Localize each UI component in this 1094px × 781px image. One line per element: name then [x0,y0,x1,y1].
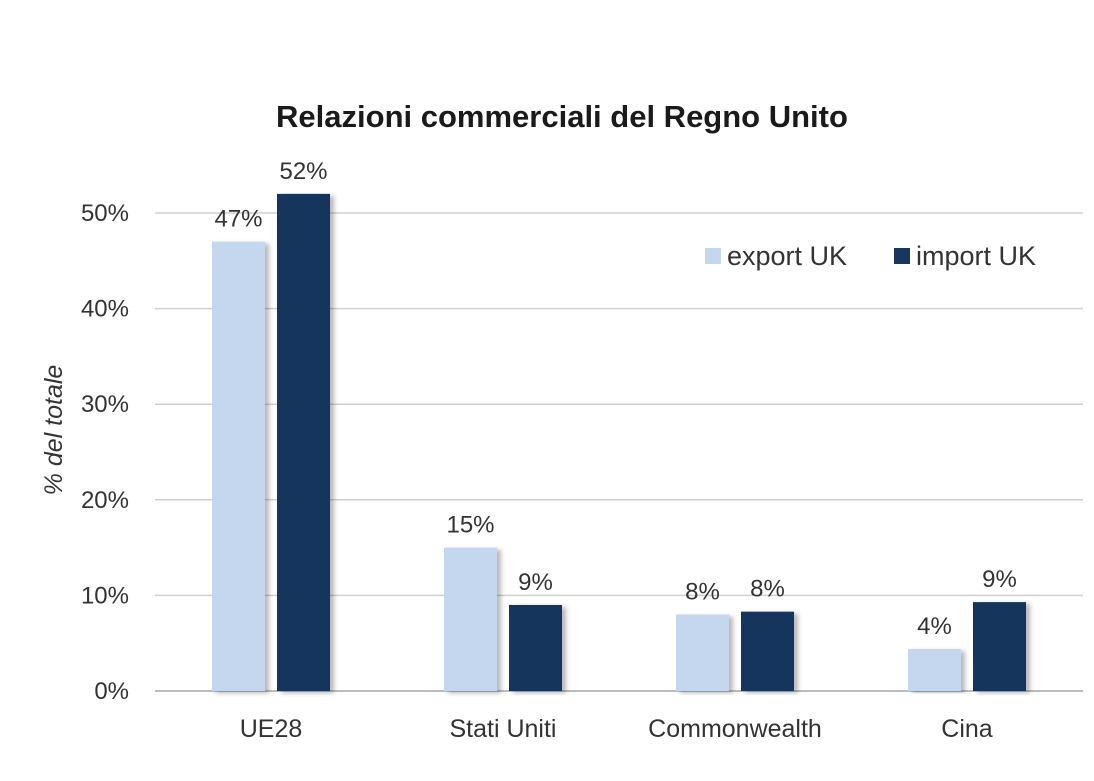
bar-import-uk [741,611,794,691]
data-label: 52% [279,158,327,185]
category-label: Stati Uniti [450,715,557,743]
bar-import-uk [509,604,562,691]
category-label: Cina [941,715,993,743]
chart-title: Relazioni commerciali del Regno Unito [276,99,848,134]
y-tick-label: 40% [81,296,129,323]
bar-import-uk [277,193,330,691]
bar-export-uk [676,614,729,691]
bars [212,193,1026,691]
y-tick-label: 30% [81,391,129,418]
y-tick-label: 50% [81,200,129,227]
data-label: 47% [214,206,262,233]
y-tick-label: 0% [94,678,129,705]
y-tick-label: 10% [81,582,129,609]
bar-import-uk [973,602,1026,691]
legend-swatch [705,248,721,264]
bar-export-uk [444,547,497,691]
data-label: 8% [685,579,720,606]
legend-entry: export UK [727,241,847,271]
data-label: 15% [446,512,494,539]
bar-export-uk [212,241,265,691]
data-label: 8% [750,576,785,603]
category-label: UE28 [240,715,303,743]
data-label: 4% [917,613,952,640]
legend-entry: import UK [916,241,1036,271]
legend-swatch [894,248,910,264]
category-labels: UE28 Stati Uniti Commonwealth Cina [240,715,993,743]
legend: export UK import UK [705,241,1036,271]
data-labels: 47% 52% 15% 9% 8% 8% 4% 9% [214,158,1016,640]
data-label: 9% [982,566,1017,593]
bar-export-uk [908,648,961,691]
category-label: Commonwealth [648,715,822,743]
y-axis-label: % del totale [40,365,68,496]
data-label: 9% [518,569,553,596]
y-tick-label: 20% [81,487,129,514]
y-axis-ticks: 0% 10% 20% 30% 40% 50% [81,200,129,705]
